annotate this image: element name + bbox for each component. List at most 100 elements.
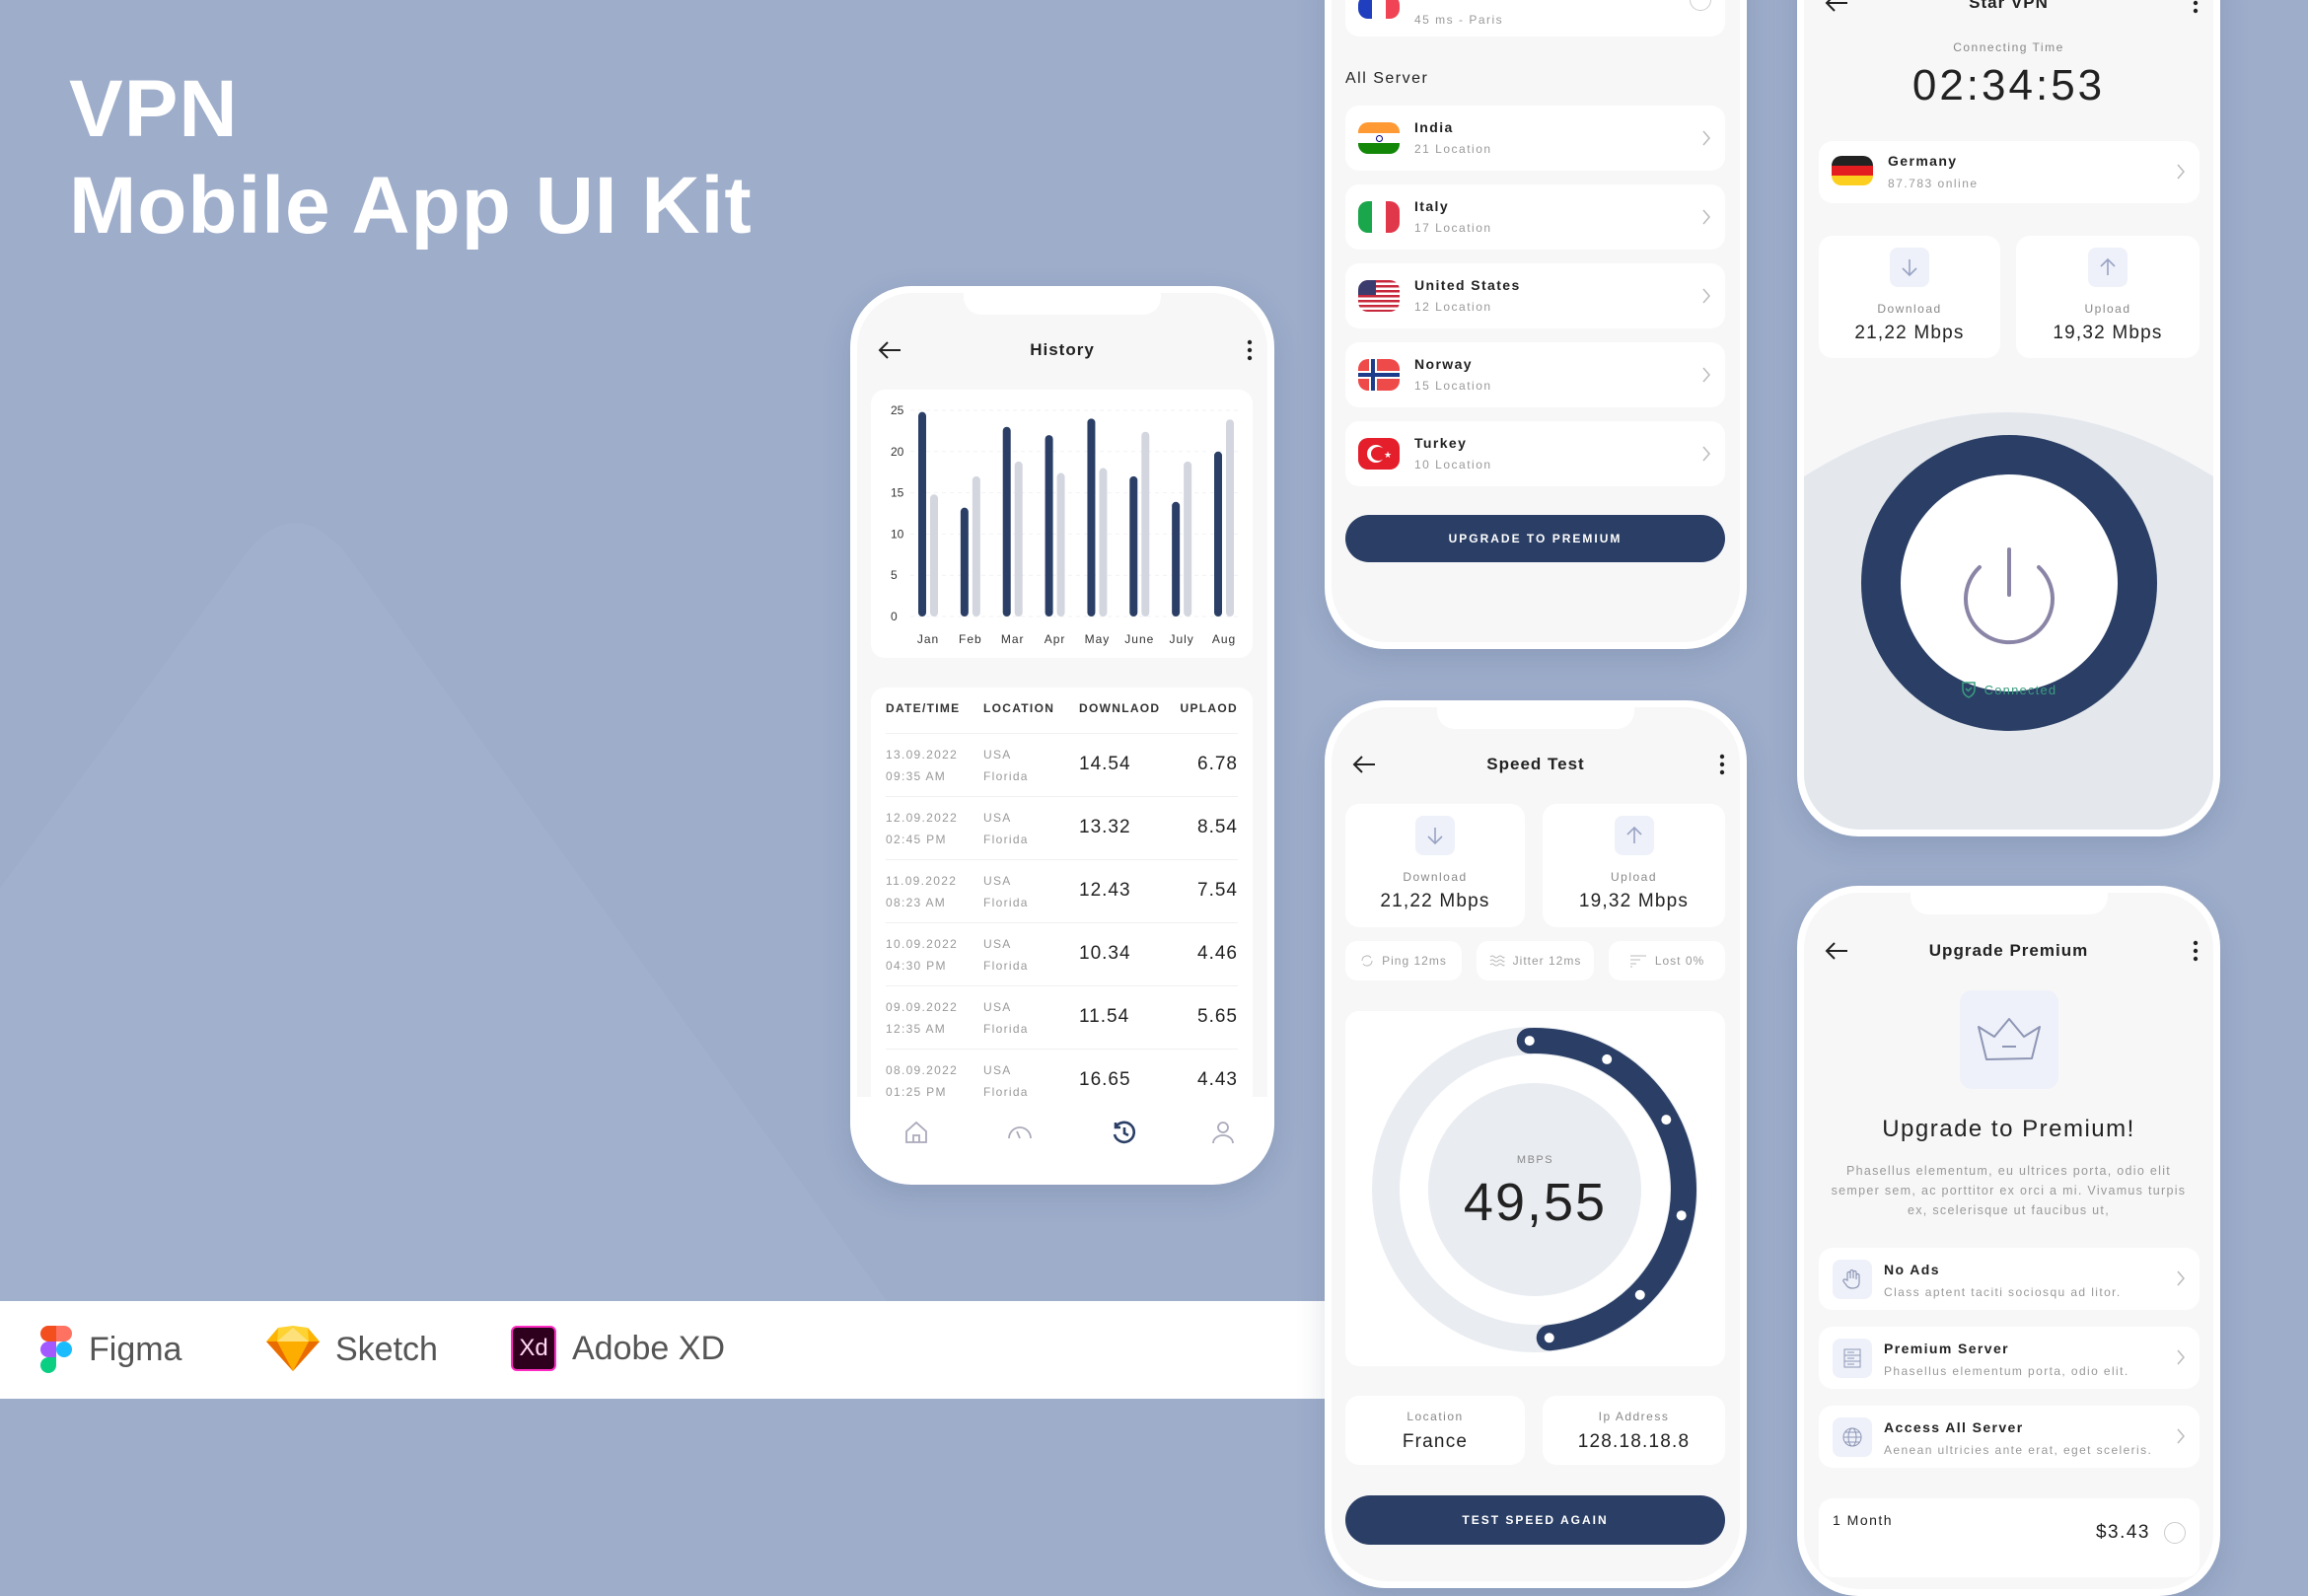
row-location: USA Florida bbox=[983, 807, 1029, 850]
back-arrow-icon[interactable] bbox=[1824, 0, 1849, 15]
connecting-time: 02:34:53 bbox=[1911, 61, 2106, 109]
tool-adobe-xd: Xd Adobe XD bbox=[511, 1326, 725, 1371]
upload-value: 19,32 Mbps bbox=[2053, 323, 2163, 343]
table-row[interactable]: 10.09.2022 04:30 PM USA Florida 10.34 4.46 bbox=[886, 922, 1238, 985]
page-title: History bbox=[1030, 340, 1095, 359]
location-label: Location bbox=[1406, 1410, 1464, 1423]
page-title: Upgrade Premium bbox=[1928, 941, 2089, 960]
y-tick-label: 0 bbox=[891, 610, 898, 623]
notch bbox=[1437, 707, 1634, 729]
server-item-norway[interactable]: Norway 15 Location bbox=[1345, 342, 1725, 407]
table-row[interactable]: 11.09.2022 08:23 AM USA Florida 12.43 7.54 bbox=[886, 859, 1238, 922]
bar-mar-series-2 bbox=[1014, 461, 1023, 617]
server-name: Germany bbox=[1888, 153, 1958, 169]
feature-sub: Aenean ultricies ante erat, eget sceleri… bbox=[1884, 1443, 2153, 1457]
row-time: 09:35 AM bbox=[886, 769, 947, 783]
feature-title: Premium Server bbox=[1884, 1341, 2009, 1356]
notch bbox=[964, 293, 1161, 315]
server-icon bbox=[1833, 1339, 1872, 1378]
premium-header: Upgrade Premium bbox=[1804, 931, 2213, 971]
table-row[interactable]: 12.09.2022 02:45 PM USA Florida 13.32 8.54 bbox=[886, 796, 1238, 859]
ip-label: Ip Address bbox=[1598, 1410, 1670, 1423]
row-datetime: 12.09.2022 02:45 PM bbox=[886, 807, 958, 850]
test-speed-again-button[interactable]: TEST SPEED AGAIN bbox=[1345, 1495, 1725, 1545]
row-country: USA bbox=[983, 1000, 1012, 1014]
history-bar-chart: 0 5 10 15 20 25 Jan Feb Mar Apr May June July Aug bbox=[891, 403, 1241, 646]
plan-1-month[interactable]: 1 Month $3.43 bbox=[1819, 1498, 2200, 1577]
selected-server-card[interactable]: Germany 87.783 online bbox=[1819, 141, 2200, 203]
more-menu-icon[interactable] bbox=[1718, 753, 1726, 776]
upgrade-premium-button[interactable]: UPGRADE TO PREMIUM bbox=[1345, 515, 1725, 562]
select-radio[interactable] bbox=[1690, 0, 1711, 11]
current-server-card[interactable]: 45 ms - Paris bbox=[1345, 0, 1725, 36]
bar-feb-series-2 bbox=[972, 475, 980, 617]
adobe-xd-logo-icon: Xd bbox=[511, 1326, 556, 1371]
feature-item[interactable]: Premium Server Phasellus elementum porta… bbox=[1819, 1327, 2200, 1389]
home-icon[interactable] bbox=[902, 1119, 930, 1146]
speedometer-icon[interactable] bbox=[1006, 1119, 1034, 1146]
chevron-right-icon bbox=[1702, 446, 1710, 462]
table-row[interactable]: 13.09.2022 09:35 AM USA Florida 14.54 6.78 bbox=[886, 733, 1238, 796]
feature-item[interactable]: Access All Server Aenean ultricies ante … bbox=[1819, 1406, 2200, 1468]
table-row[interactable]: 08.09.2022 01:25 PM USA Florida 16.65 4.43 bbox=[886, 1049, 1238, 1112]
plan-radio[interactable] bbox=[2164, 1522, 2186, 1544]
table-row[interactable]: 09.09.2022 12:35 AM USA Florida 11.54 5.65 bbox=[886, 985, 1238, 1049]
x-tick-label: Apr bbox=[1045, 632, 1066, 646]
lost-text: Lost 0% bbox=[1654, 954, 1705, 968]
upload-value: 19,32 Mbps bbox=[1578, 891, 1690, 911]
row-city: Florida bbox=[983, 959, 1029, 973]
bar-apr-series-2 bbox=[1056, 472, 1065, 617]
row-location: USA Florida bbox=[983, 870, 1029, 913]
row-date: 10.09.2022 bbox=[886, 937, 959, 951]
feature-item[interactable]: No Ads Class aptent taciti sociosqu ad l… bbox=[1819, 1248, 2200, 1310]
back-arrow-icon[interactable] bbox=[1824, 939, 1849, 963]
back-arrow-icon[interactable] bbox=[1351, 753, 1377, 776]
bar-jan-series-2 bbox=[930, 494, 938, 617]
row-time: 01:25 PM bbox=[886, 1085, 947, 1099]
download-label: Download bbox=[1403, 870, 1468, 884]
server-online: 87.783 online bbox=[1888, 177, 1979, 190]
bar-aug-series-1 bbox=[1214, 451, 1222, 617]
bar-mar-series-1 bbox=[1002, 426, 1011, 617]
row-time: 04:30 PM bbox=[886, 959, 947, 973]
row-location: USA Florida bbox=[983, 996, 1029, 1040]
plan-price: $3.43 bbox=[2095, 1522, 2150, 1543]
x-tick-label: Aug bbox=[1212, 632, 1236, 646]
server-item-usa[interactable]: United States 12 Location bbox=[1345, 263, 1725, 328]
lost-pill: Lost 0% bbox=[1609, 941, 1725, 980]
row-location: USA Florida bbox=[983, 744, 1029, 787]
row-country: USA bbox=[983, 937, 1012, 951]
row-location: USA Florida bbox=[983, 933, 1029, 977]
more-menu-icon[interactable] bbox=[2192, 0, 2200, 15]
connecting-time-label: Connecting Time bbox=[1953, 40, 2064, 54]
history-icon[interactable] bbox=[1111, 1119, 1138, 1146]
profile-icon[interactable] bbox=[1209, 1119, 1237, 1146]
row-datetime: 10.09.2022 04:30 PM bbox=[886, 933, 958, 977]
ip-card: Ip Address 128.18.18.8 bbox=[1543, 1396, 1725, 1465]
row-city: Florida bbox=[983, 833, 1029, 846]
chevron-right-icon bbox=[2177, 164, 2185, 180]
upload-arrow-icon bbox=[1614, 816, 1654, 855]
back-arrow-icon[interactable] bbox=[877, 338, 902, 362]
server-item-india[interactable]: India 21 Location bbox=[1345, 106, 1725, 171]
history-screen: History 0 5 10 15 20 25 Jan Feb Mar Apr May June Jul… bbox=[850, 286, 1274, 1185]
speed-header: Speed Test bbox=[1332, 745, 1740, 784]
server-item-italy[interactable]: Italy 17 Location bbox=[1345, 184, 1725, 250]
row-download: 10.34 bbox=[1079, 943, 1131, 964]
globe-icon bbox=[1833, 1417, 1872, 1457]
row-download: 12.43 bbox=[1079, 880, 1131, 901]
row-time: 02:45 PM bbox=[886, 833, 947, 846]
download-arrow-icon bbox=[1415, 816, 1455, 855]
hero-line-1: VPN bbox=[69, 64, 239, 154]
more-menu-icon[interactable] bbox=[2192, 939, 2200, 963]
server-item-turkey[interactable]: ★ Turkey 10 Location bbox=[1345, 421, 1725, 486]
y-tick-label: 10 bbox=[891, 527, 904, 541]
row-time: 12:35 AM bbox=[886, 1022, 947, 1036]
more-menu-icon[interactable] bbox=[1246, 338, 1254, 362]
row-upload: 4.46 bbox=[1197, 943, 1238, 964]
ping-text: Ping 12ms bbox=[1382, 954, 1447, 968]
download-value: 21,22 Mbps bbox=[1854, 323, 1965, 343]
x-tick-label: Feb bbox=[959, 632, 982, 646]
row-city: Florida bbox=[983, 1022, 1029, 1036]
power-icon[interactable] bbox=[1964, 547, 2055, 645]
